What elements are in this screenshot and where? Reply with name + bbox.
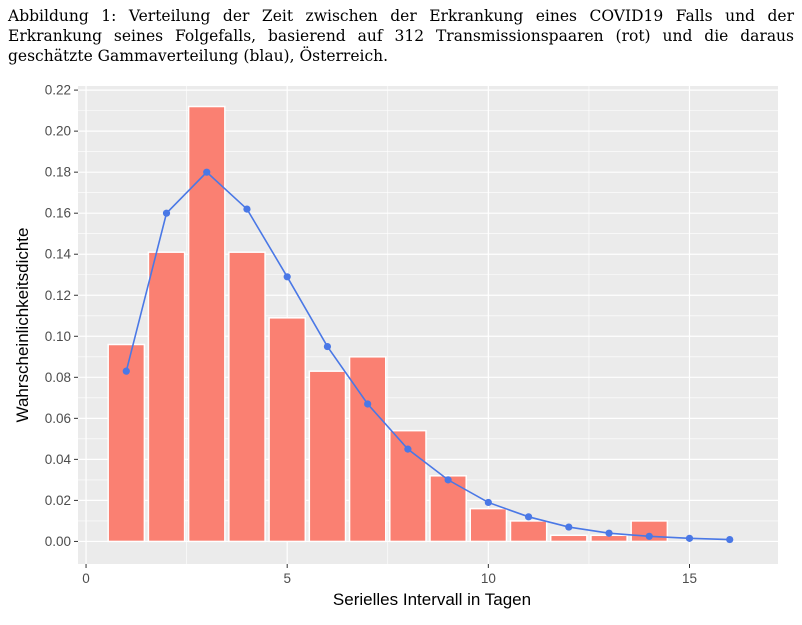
bar	[268, 317, 307, 543]
gamma-point	[203, 168, 211, 176]
gamma-point	[364, 400, 372, 408]
bar	[348, 356, 387, 543]
bar	[187, 105, 226, 543]
bar	[107, 343, 146, 543]
y-tick-label: 0.00	[45, 534, 71, 549]
gamma-point	[605, 529, 613, 537]
y-tick-label: 0.14	[45, 247, 72, 262]
y-axis-title: Wahrscheinlichkeitsdichte	[13, 228, 32, 423]
bar	[429, 475, 467, 543]
gamma-point	[122, 367, 130, 375]
bar	[308, 370, 347, 543]
gamma-point	[565, 523, 573, 531]
y-tick-label: 0.12	[45, 288, 71, 303]
gamma-point	[243, 205, 251, 213]
bar	[147, 251, 186, 543]
y-tick-label: 0.02	[45, 493, 71, 508]
bar	[228, 251, 266, 543]
y-tick-label: 0.10	[45, 329, 71, 344]
bar	[549, 534, 588, 543]
gamma-point	[685, 534, 694, 542]
gamma-line	[125, 171, 730, 541]
gamma-point	[726, 535, 734, 544]
bar	[469, 507, 508, 543]
y-tick-label: 0.16	[45, 206, 71, 221]
y-tick-label: 0.22	[45, 83, 71, 98]
gamma-point	[444, 476, 452, 484]
x-axis-title: Serielles Intervall in Tagen	[333, 590, 531, 609]
x-tick-label: 0	[82, 571, 90, 586]
x-tick-label: 10	[481, 571, 496, 586]
gamma-point	[162, 209, 171, 217]
figure-caption: Abbildung 1: Verteilung der Zeit zwische…	[8, 7, 794, 65]
bar	[509, 520, 548, 543]
gamma-point	[645, 532, 653, 540]
gamma-point	[323, 342, 332, 351]
x-tick-label: 15	[682, 571, 697, 586]
y-tick-label: 0.06	[45, 411, 71, 426]
x-tick-label: 5	[283, 571, 291, 586]
y-tick-label: 0.04	[45, 452, 72, 467]
gamma-point	[484, 498, 492, 507]
y-tick-label: 0.18	[45, 165, 71, 180]
gamma-point	[283, 273, 291, 281]
y-tick-label: 0.20	[45, 124, 71, 139]
gamma-point	[524, 513, 533, 521]
gamma-point	[404, 445, 412, 453]
y-tick-label: 0.08	[45, 370, 71, 385]
